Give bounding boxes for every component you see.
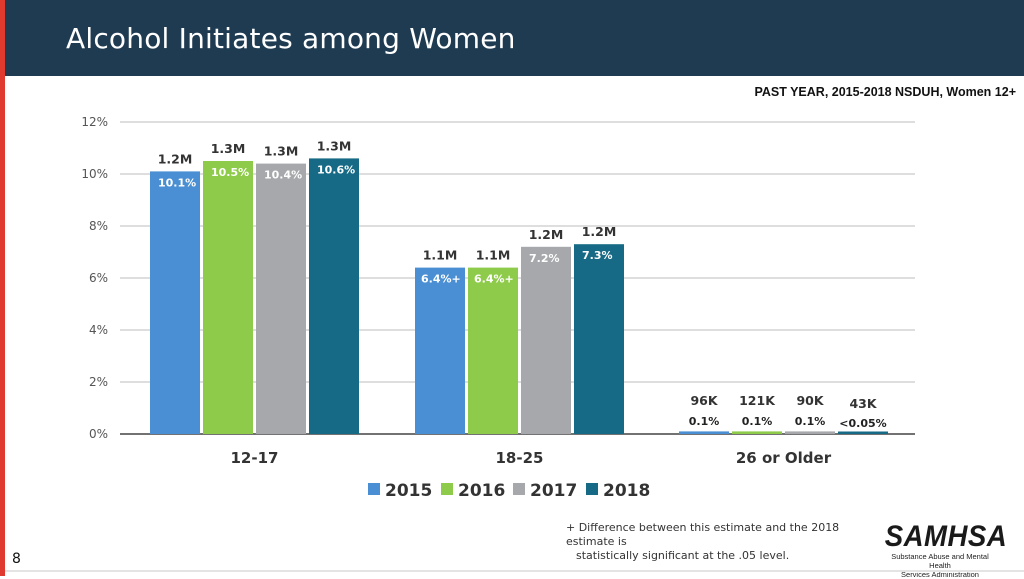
bar [203, 161, 253, 434]
footnote-line-1: + Difference between this estimate and t… [566, 521, 840, 548]
bar-chart: 0% 2% 4% 6% 8% 10% 12% 1.2M 10.1% 1.3M 10.5% 1.3M 10… [81, 115, 915, 501]
count-label: 1.3M [264, 144, 299, 159]
footnote: + Difference between this estimate and t… [566, 521, 866, 563]
bar [574, 244, 624, 434]
x-category-label: 12-17 [231, 449, 279, 467]
count-label: 1.3M [211, 141, 246, 156]
value-label: 10.1% [158, 176, 196, 189]
legend-label: 2016 [458, 481, 505, 501]
value-label: 7.3% [582, 249, 613, 262]
bar [785, 431, 835, 434]
count-label: 1.2M [158, 151, 193, 166]
count-label: 121K [739, 393, 776, 408]
value-label: <0.05% [839, 417, 886, 430]
y-tick-label: 8% [89, 219, 108, 233]
legend-label: 2017 [530, 481, 577, 501]
bar [468, 267, 518, 434]
header-bar: Alcohol Initiates among Women [5, 0, 1024, 76]
count-label: 1.1M [423, 248, 458, 263]
count-label: 90K [796, 393, 824, 408]
bar [415, 267, 465, 434]
x-category-label: 18-25 [496, 449, 544, 467]
page-title: Alcohol Initiates among Women [66, 22, 516, 55]
bar [838, 431, 888, 434]
count-label: 1.3M [317, 138, 352, 153]
bar [309, 158, 359, 434]
bar [521, 246, 571, 434]
chart-subtitle: PAST YEAR, 2015-2018 NSDUH, Women 12+ [754, 85, 1016, 99]
y-tick-label: 10% [81, 167, 108, 181]
y-tick-label: 2% [89, 375, 108, 389]
left-accent-bar [0, 0, 5, 576]
legend-swatch [441, 483, 453, 495]
value-label: 10.6% [317, 163, 355, 176]
value-label: 6.4%+ [474, 273, 514, 286]
value-label: 0.1% [795, 415, 826, 428]
bar [732, 431, 782, 434]
bar [150, 171, 200, 434]
legend-swatch [586, 483, 598, 495]
y-tick-label: 6% [89, 271, 108, 285]
logo-subtitle-1: Substance Abuse and Mental Health [891, 552, 989, 570]
legend-swatch [368, 483, 380, 495]
value-label: 0.1% [689, 415, 720, 428]
bottom-divider [5, 570, 1024, 572]
count-label: 43K [849, 396, 877, 411]
legend-label: 2015 [385, 481, 432, 501]
y-tick-label: 0% [89, 427, 108, 441]
y-tick-label: 12% [81, 115, 108, 129]
count-label: 1.2M [529, 227, 564, 242]
count-label: 96K [690, 393, 718, 408]
count-label: 1.2M [582, 224, 617, 239]
value-label: 0.1% [742, 415, 773, 428]
samhsa-logo: SAMHSA Substance Abuse and Mental Health… [880, 520, 1008, 579]
logo-wordmark: SAMHSA [884, 520, 1008, 553]
page-number: 8 [12, 551, 21, 567]
y-tick-label: 4% [89, 323, 108, 337]
bar [256, 163, 306, 434]
value-label: 10.4% [264, 169, 302, 182]
footnote-line-2: statistically significant at the .05 lev… [576, 549, 790, 562]
value-label: 6.4%+ [421, 273, 461, 286]
x-category-label: 26 or Older [736, 449, 832, 467]
value-label: 10.5% [211, 166, 249, 179]
value-label: 7.2% [529, 252, 560, 265]
legend-swatch [513, 483, 525, 495]
logo-subtitle-2: Services Administration [901, 570, 979, 579]
count-label: 1.1M [476, 248, 511, 263]
bar [679, 431, 729, 434]
legend-label: 2018 [603, 481, 650, 501]
